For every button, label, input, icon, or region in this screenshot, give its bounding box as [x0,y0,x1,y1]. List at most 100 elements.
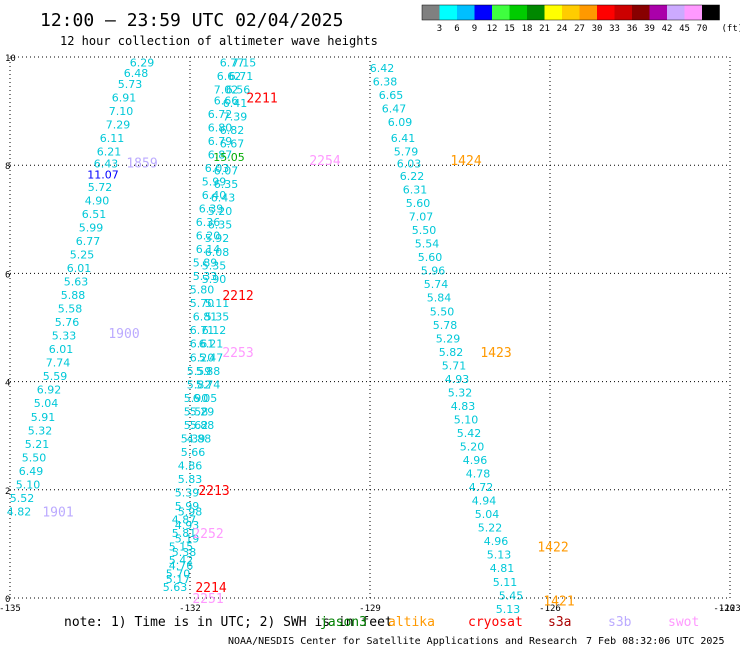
colorbar-unit: (ft) [722,24,740,34]
wave-height-point: 6.80 [208,121,233,134]
wave-height-point: 6.42 [370,62,395,75]
wave-height-point: 5.90 [184,392,209,405]
x-tick-label: -126 [539,604,561,614]
wave-height-point: 5.60 [418,251,443,264]
colorbar-swatch [474,5,492,20]
pass-label: 2214 [195,581,226,596]
colorbar-tick-label: 18 [522,24,533,34]
header: 12:00 — 23:59 UTC 02/04/2025 12 hour col… [40,10,378,48]
wave-height-point: 5.91 [31,411,56,424]
wave-height-point: 5.50 [430,305,455,318]
wave-height-point: 15.05 [213,151,245,164]
wave-height-point: 6.36 [196,216,221,229]
footer-credit: NOAA/NESDIS Center for Satellite Applica… [228,636,577,647]
wave-height-point: 6.41 [223,97,248,110]
colorbar-swatch [439,5,457,20]
pass-label: 1900 [108,327,139,342]
wave-height-point: 6.47 [382,102,407,115]
colorbar-tick-label: 21 [539,24,550,34]
wave-height-point: 6.71 [229,70,254,83]
colorbar-tick-label: 70 [697,24,708,34]
wave-height-point: 5.83 [178,473,203,486]
wave-height-point: 6.11 [100,132,125,145]
wave-height-point: 4.93 [175,519,200,532]
wave-height-point: 5.71 [442,359,467,372]
x-tick-label: -120 [713,604,735,614]
wave-height-point: 5.99 [175,500,200,513]
wave-height-point: 5.79 [394,146,419,159]
wave-height-point: 5.17 [166,573,191,586]
satellite-legend-swot: swot [668,615,699,630]
satellite-legend-jason3: jason3 [320,615,367,630]
wave-height-point: 6.77 [76,235,101,248]
wave-height-point: 5.39 [175,487,200,500]
pass-label: 2253 [222,346,253,361]
wave-height-point: 6.72 [208,108,233,121]
pass-label: 1424 [450,154,481,169]
wave-height-point: 5.74 [424,278,449,291]
wave-height-point: 5.59 [43,370,68,383]
wave-height-point: 7.02 [214,83,239,96]
wave-height-point: 7.07 [409,211,434,224]
wave-height-point: 4.72 [469,481,494,494]
wave-height-point: 6.14 [196,243,221,256]
wave-height-point: 5.38 [172,546,197,559]
colorbar-tick-label: 45 [679,24,690,34]
colorbar-tick-label: 39 [644,24,655,34]
wave-height-point: 5.88 [190,419,215,432]
wave-height-point: 5.88 [61,289,86,302]
wave-height-point: 5.32 [448,386,473,399]
wave-height-point: 5.52 [10,492,35,505]
colorbar-swatch [544,5,562,20]
colorbar-tick-label: 6 [454,24,459,34]
wave-height-point: 5.63 [64,276,89,289]
wave-height-point: 4.96 [463,454,488,467]
wave-height-point: 6.09 [388,116,413,129]
wave-height-point: 6.81 [193,311,218,324]
colorbar-swatch [527,5,545,20]
wave-height-point: 5.25 [70,248,95,261]
wave-height-point: 5.35 [205,311,230,324]
wave-height-point: 6.66 [214,94,239,107]
wave-height-point: 6.12 [202,324,227,337]
colorbar-tick-label: 9 [472,24,477,34]
colorbar-swatch [509,5,527,20]
y-tick-label: 4 [5,379,10,389]
colorbar-swatch [614,5,632,20]
colorbar-tick-label: 36 [627,24,638,34]
wave-height-point: 5.73 [118,78,143,91]
wave-height-point: 5.82 [187,378,212,391]
wave-height-point: 4.76 [169,560,194,573]
wave-height-point: 4.87 [172,514,197,527]
wave-height-point: 5.39 [181,432,206,445]
wave-height-point: 6.65 [379,89,404,102]
colorbar-swatch [667,5,685,20]
wave-height-point: 7.39 [223,111,248,124]
wave-height-point: 4.96 [484,535,509,548]
wave-height-point: 6.01 [67,262,92,275]
wave-height-point: 5.81 [172,527,197,540]
wave-height-point: 6.67 [220,138,245,151]
footer-note: note: 1) Time is in UTC; 2) SWH is in fe… [64,615,393,630]
wave-height-point: 5.66 [181,446,206,459]
pass-label: 2254 [309,154,340,169]
wave-height-point: 6.79 [208,135,233,148]
satellite-legend-cryosat: cryosat [468,615,523,630]
wave-height-point: 5.04 [475,508,500,521]
wave-height-point: 6.62 [217,70,242,83]
x-tick-label: -123 [719,604,740,614]
satellite-legend-s3a: s3a [548,615,571,630]
colorbar-tick-label: 15 [504,24,515,34]
y-tick-label: 8 [5,162,10,172]
y-tick-label: 10 [5,54,16,64]
wave-height-point: 6.21 [199,338,224,351]
wave-height-point: 5.99 [79,221,104,234]
wave-height-point: 6.08 [205,246,230,259]
colorbar-swatch [457,5,475,20]
wave-height-point: 6.43 [211,192,236,205]
satellite-legend-s3b: s3b [608,615,632,630]
chart-title: 12:00 — 23:59 UTC 02/04/2025 [40,10,343,31]
colorbar-tick-label: 24 [557,24,568,34]
